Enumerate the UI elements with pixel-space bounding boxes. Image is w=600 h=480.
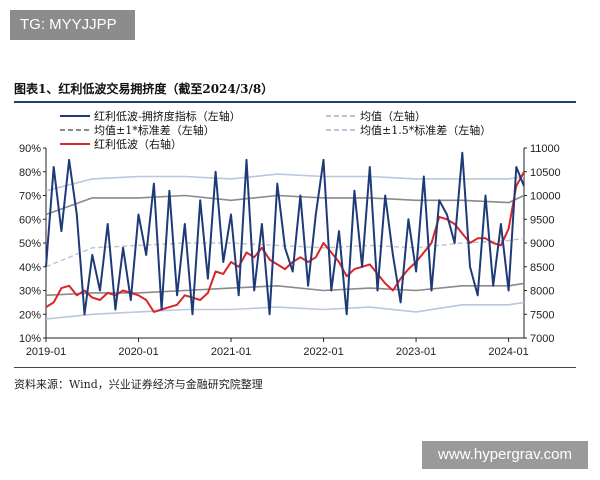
channel-tag: TG: MYYJJPP <box>10 10 135 40</box>
legend-label-4: 红利低波（右轴） <box>94 137 182 151</box>
left-tick-label: 80% <box>19 167 41 179</box>
chart-legend: 红利低波-拥挤度指标（左轴） 均值（左轴） 均值±1*标准差（左轴） 均值±1.5*标… <box>60 109 491 151</box>
left-tick-label: 90% <box>19 143 41 155</box>
left-tick-label: 10% <box>19 333 41 345</box>
right-tick-label: 7500 <box>530 309 554 321</box>
series-line-5 <box>45 173 525 192</box>
right-tick-label: 8500 <box>530 262 554 274</box>
legend-label-3: 均值±1.5*标准差（左轴） <box>360 123 491 137</box>
left-tick-label: 40% <box>19 262 41 274</box>
series-line-3 <box>45 194 525 216</box>
x-tick-label: 2019-01 <box>26 346 66 358</box>
x-tick-label: 2022-01 <box>303 346 343 358</box>
right-tick-label: 7000 <box>530 333 554 345</box>
left-tick-label: 20% <box>19 309 41 321</box>
chart-axes: 10% 20% 30% 40% 50% 60% 70% 80% 90% 7000 7500 8000 8… <box>19 143 561 358</box>
x-tick-label: 2024-01 <box>488 346 528 358</box>
left-tick-label: 30% <box>19 286 41 298</box>
right-tick-label: 9500 <box>530 214 554 226</box>
x-tick-label: 2020-01 <box>118 346 158 358</box>
right-tick-label: 10500 <box>530 167 561 179</box>
right-tick-label: 8000 <box>530 286 554 298</box>
legend-label-2: 均值±1*标准差（左轴） <box>94 123 215 137</box>
left-tick-label: 70% <box>19 191 41 203</box>
figure-title: 图表1、红利低波交易拥挤度（截至2024/3/8） <box>14 82 274 96</box>
legend-label-0: 红利低波-拥挤度指标（左轴） <box>94 109 241 123</box>
chart-plot <box>45 151 525 320</box>
legend-label-1: 均值（左轴） <box>360 109 426 123</box>
title-rule <box>14 101 576 103</box>
series-line-1 <box>45 171 525 313</box>
x-tick-label: 2021-01 <box>211 346 251 358</box>
x-tick-label: 2023-01 <box>396 346 436 358</box>
left-tick-label: 50% <box>19 238 41 250</box>
series-line-6 <box>45 301 525 320</box>
channel-tag-text: TG: MYYJJPP <box>20 16 117 33</box>
watermark: www.hypergrav.com <box>422 441 588 469</box>
source-note: 资料来源：Wind，兴业证券经济与金融研究院整理 <box>14 378 263 391</box>
right-tick-label: 11000 <box>530 143 560 155</box>
right-tick-label: 9000 <box>530 238 554 250</box>
left-tick-label: 60% <box>19 214 41 226</box>
source-rule <box>14 367 576 368</box>
series-line-0 <box>45 151 525 316</box>
right-tick-label: 10000 <box>530 191 561 203</box>
